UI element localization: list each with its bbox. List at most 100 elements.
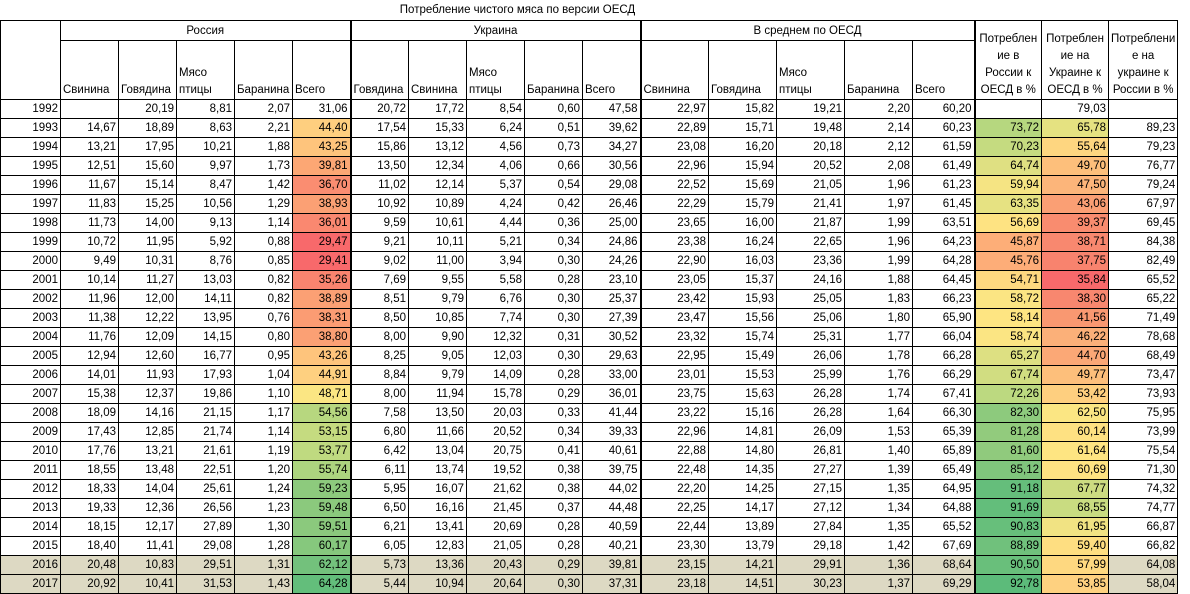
year-cell[interactable]: 2012 (0, 479, 61, 499)
cell-russia-1[interactable]: 11,41 (118, 536, 177, 556)
cell-ukraine-0[interactable]: 8,50 (350, 308, 409, 328)
cell-oecd-4[interactable]: 61,49 (912, 156, 976, 176)
cell-ukraine-2[interactable]: 20,69 (466, 517, 525, 537)
cell-ukraine-2[interactable]: 6,24 (466, 118, 525, 138)
cell-oecd-3[interactable]: 2,12 (844, 137, 913, 157)
cell-ukraine-2[interactable]: 20,64 (466, 574, 525, 594)
cell-russia-1[interactable]: 12,85 (118, 422, 177, 442)
cell-oecd-2[interactable]: 19,21 (776, 99, 845, 119)
cell-oecd-4[interactable]: 60,23 (912, 118, 976, 138)
cell-ukraine-4[interactable]: 29,63 (582, 346, 642, 366)
cell-ukraine-0[interactable]: 6,80 (350, 422, 409, 442)
cell-pct-0[interactable]: 70,23 (974, 137, 1042, 157)
cell-ukraine-1[interactable]: 13,04 (408, 441, 467, 461)
cell-russia-4[interactable]: 54,56 (292, 403, 352, 423)
cell-russia-1[interactable]: 12,09 (118, 327, 177, 347)
cell-pct-2[interactable]: 79,23 (1107, 137, 1179, 157)
cell-russia-0[interactable]: 15,38 (60, 384, 119, 404)
cell-ukraine-2[interactable]: 20,52 (466, 422, 525, 442)
cell-russia-3[interactable]: 0,82 (234, 270, 293, 290)
cell-pct-2[interactable]: 75,95 (1107, 403, 1179, 423)
cell-russia-3[interactable]: 1,10 (234, 384, 293, 404)
cell-russia-1[interactable]: 10,83 (118, 555, 177, 575)
cell-ukraine-0[interactable]: 5,73 (350, 555, 409, 575)
cell-ukraine-0[interactable]: 8,51 (350, 289, 409, 309)
cell-oecd-1[interactable]: 15,79 (708, 194, 777, 214)
cell-pct-0[interactable]: 82,30 (974, 403, 1042, 423)
cell-ukraine-4[interactable]: 37,31 (582, 574, 642, 594)
cell-oecd-4[interactable]: 65,49 (912, 460, 976, 480)
cell-oecd-1[interactable]: 14,35 (708, 460, 777, 480)
cell-pct-2[interactable]: 73,99 (1107, 422, 1179, 442)
cell-pct-2[interactable]: 66,87 (1107, 517, 1179, 537)
cell-ukraine-3[interactable]: 0,38 (524, 479, 583, 499)
cell-oecd-3[interactable]: 1,99 (844, 251, 913, 271)
cell-ukraine-1[interactable]: 16,07 (408, 479, 467, 499)
cell-pct-2[interactable]: 73,47 (1107, 365, 1179, 385)
cell-ukraine-4[interactable]: 39,81 (582, 555, 642, 575)
cell-ukraine-4[interactable]: 47,58 (582, 99, 642, 119)
cell-russia-0[interactable]: 17,43 (60, 422, 119, 442)
cell-russia-4[interactable]: 44,40 (292, 118, 352, 138)
cell-oecd-2[interactable]: 29,18 (776, 536, 845, 556)
cell-oecd-0[interactable]: 23,32 (640, 327, 709, 347)
cell-oecd-4[interactable]: 60,20 (912, 99, 976, 119)
cell-russia-2[interactable]: 14,11 (176, 289, 235, 309)
cell-russia-4[interactable]: 53,15 (292, 422, 352, 442)
cell-oecd-3[interactable]: 1,80 (844, 308, 913, 328)
cell-oecd-2[interactable]: 26,28 (776, 384, 845, 404)
cell-russia-1[interactable]: 14,04 (118, 479, 177, 499)
cell-russia-0[interactable]: 18,33 (60, 479, 119, 499)
cell-russia-0[interactable]: 20,92 (60, 574, 119, 594)
cell-pct-1[interactable]: 61,95 (1041, 517, 1109, 537)
cell-ukraine-4[interactable]: 23,10 (582, 270, 642, 290)
cell-pct-0[interactable]: 58,74 (974, 327, 1042, 347)
cell-russia-3[interactable]: 1,42 (234, 175, 293, 195)
cell-ukraine-3[interactable]: 0,29 (524, 555, 583, 575)
cell-russia-0[interactable] (60, 99, 119, 119)
cell-oecd-2[interactable]: 25,99 (776, 365, 845, 385)
cell-ukraine-0[interactable]: 17,54 (350, 118, 409, 138)
cell-oecd-4[interactable]: 67,69 (912, 536, 976, 556)
cell-russia-4[interactable]: 38,80 (292, 327, 352, 347)
year-cell[interactable]: 2017 (0, 574, 61, 594)
cell-russia-1[interactable]: 10,41 (118, 574, 177, 594)
cell-ukraine-4[interactable]: 39,75 (582, 460, 642, 480)
cell-ukraine-0[interactable]: 5,44 (350, 574, 409, 594)
cell-russia-1[interactable]: 17,95 (118, 137, 177, 157)
year-cell[interactable]: 2005 (0, 346, 61, 366)
cell-russia-0[interactable]: 19,33 (60, 498, 119, 518)
cell-russia-2[interactable]: 17,93 (176, 365, 235, 385)
year-cell[interactable]: 2013 (0, 498, 61, 518)
cell-russia-4[interactable]: 29,47 (292, 232, 352, 252)
cell-oecd-1[interactable]: 16,03 (708, 251, 777, 271)
cell-russia-4[interactable]: 36,70 (292, 175, 352, 195)
cell-ukraine-2[interactable]: 14,09 (466, 365, 525, 385)
cell-pct-0[interactable]: 56,69 (974, 213, 1042, 233)
cell-ukraine-3[interactable]: 0,30 (524, 289, 583, 309)
cell-russia-4[interactable]: 36,01 (292, 213, 352, 233)
cell-ukraine-1[interactable]: 10,94 (408, 574, 467, 594)
year-cell[interactable]: 2004 (0, 327, 61, 347)
cell-ukraine-4[interactable]: 27,39 (582, 308, 642, 328)
cell-russia-1[interactable]: 15,14 (118, 175, 177, 195)
cell-oecd-4[interactable]: 64,95 (912, 479, 976, 499)
cell-ukraine-1[interactable]: 10,61 (408, 213, 467, 233)
cell-ukraine-0[interactable]: 8,00 (350, 384, 409, 404)
cell-russia-2[interactable]: 16,77 (176, 346, 235, 366)
cell-ukraine-1[interactable]: 11,94 (408, 384, 467, 404)
cell-pct-2[interactable]: 66,82 (1107, 536, 1179, 556)
cell-ukraine-4[interactable]: 34,27 (582, 137, 642, 157)
cell-russia-4[interactable]: 38,89 (292, 289, 352, 309)
cell-ukraine-0[interactable]: 5,95 (350, 479, 409, 499)
cell-ukraine-3[interactable]: 0,73 (524, 137, 583, 157)
cell-pct-1[interactable]: 43,06 (1041, 194, 1109, 214)
cell-russia-3[interactable]: 1,73 (234, 156, 293, 176)
cell-ukraine-4[interactable]: 33,00 (582, 365, 642, 385)
cell-russia-3[interactable]: 1,20 (234, 460, 293, 480)
cell-ukraine-1[interactable]: 13,41 (408, 517, 467, 537)
cell-oecd-0[interactable]: 23,18 (640, 574, 709, 594)
cell-russia-3[interactable]: 1,28 (234, 536, 293, 556)
cell-oecd-1[interactable]: 15,16 (708, 403, 777, 423)
cell-pct-2[interactable]: 78,68 (1107, 327, 1179, 347)
